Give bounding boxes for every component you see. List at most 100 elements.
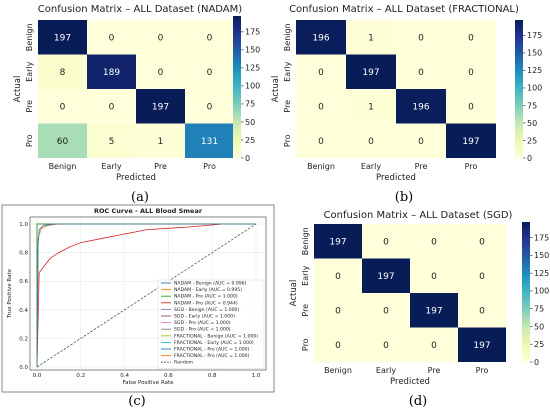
heatmap-cell (87, 123, 136, 158)
colorbar-tick-label: 175 (534, 233, 549, 242)
chart-title: Confusion Matrix – ALL Dataset (FRACTION… (289, 4, 519, 15)
heatmap-cell (458, 258, 506, 293)
colorbar-tick-label: 75 (245, 100, 255, 109)
legend-label: FRACTIONAL - Pro (AUC = 1.000) (174, 353, 250, 359)
heatmap-cell (346, 123, 396, 158)
subcaption: (a) (131, 190, 149, 205)
x-axis-label: Predicted (116, 173, 156, 183)
colorbar-tick-label: 125 (534, 269, 549, 278)
cell-value: 0 (418, 68, 424, 78)
heatmap-cell (410, 293, 458, 328)
roc-chart: ROC Curve - ALL Blood Smear 0.0 0.2 0.4 0.6 0… (1, 204, 275, 409)
cell-value: 0 (479, 306, 485, 316)
heatmap-cell (136, 123, 185, 158)
legend-label: FRACTIONAL - Benign (AUC = 1.000) (174, 333, 258, 339)
cell-value: 0 (383, 237, 389, 247)
colorbar-tick-label: 150 (245, 46, 260, 55)
cell-value: 0 (418, 33, 424, 43)
heatmap-cell (314, 258, 362, 293)
legend-label: NADAM - Pro (AUC = 0.944) (174, 300, 238, 306)
y-tick-label: 0.2 (19, 336, 28, 342)
cell-value: 0 (383, 341, 389, 351)
heatmap-cell (410, 327, 458, 362)
heatmap-cell (396, 123, 446, 158)
colorbar-tick-label: 175 (245, 28, 260, 37)
heatmap-cell (396, 54, 446, 89)
heatmap-cell (410, 258, 458, 293)
y-tick-label: Pre (283, 100, 292, 113)
y-axis-label: True Positive Rate (7, 268, 13, 319)
colorbar-tick-label: 175 (527, 31, 542, 40)
y-tick-label: 0.0 (19, 365, 28, 371)
x-tick-label: 0.8 (208, 373, 217, 379)
heatmap-cell (136, 89, 185, 124)
heatmap-cell (314, 327, 362, 362)
legend-label: SGD - Pre (AUC = 1.000) (174, 320, 231, 326)
x-tick-label: 0.2 (76, 373, 85, 379)
cell-value: 0 (318, 102, 324, 112)
cell-value: 197 (362, 68, 379, 78)
heatmap-cell (396, 20, 446, 55)
x-tick-label: 1.0 (252, 373, 261, 379)
cell-value: 197 (377, 272, 394, 282)
heatmap-cell (346, 89, 396, 124)
heatmap-cell (185, 89, 234, 124)
confusion-matrix-a: Confusion Matrix – ALL Dataset (NADAM) 19… (13, 4, 260, 205)
heatmap-cell (458, 327, 506, 362)
y-axis-label: Actual (271, 76, 281, 103)
roc-series-line (36, 223, 257, 368)
heatmap-cell (458, 293, 506, 328)
cell-value: 0 (158, 68, 164, 78)
colorbar-tick-label: 150 (527, 49, 542, 58)
y-tick-label: 0.8 (19, 251, 28, 257)
cell-value: 0 (207, 102, 213, 112)
heatmap-cell (38, 89, 87, 124)
x-tick-label: Early (361, 162, 381, 171)
cell-value: 0 (418, 137, 424, 147)
heatmap-cell (362, 293, 410, 328)
colorbar-tick-label: 25 (245, 136, 255, 145)
cell-value: 189 (103, 68, 120, 78)
colorbar-tick-label: 75 (527, 101, 537, 110)
cell-value: 0 (318, 68, 324, 78)
heatmap-cell (185, 54, 234, 89)
cell-value: 0 (109, 33, 115, 43)
colorbar-tick-label: 75 (534, 305, 544, 314)
colorbar (522, 222, 530, 362)
cell-value: 0 (335, 272, 341, 282)
heatmap-cell (446, 54, 496, 89)
y-tick-label: Benign (301, 227, 310, 255)
heatmap-cell (314, 224, 362, 259)
colorbar-tick-label: 100 (245, 82, 260, 91)
heatmap-cell (296, 20, 346, 55)
cell-value: 8 (60, 68, 66, 78)
x-tick-label: Benign (49, 162, 77, 171)
cell-value: 0 (468, 102, 474, 112)
cell-value: 197 (329, 237, 346, 247)
heatmap-cell (362, 327, 410, 362)
colorbar-tick-label: 150 (534, 251, 549, 260)
heatmap-cell (296, 123, 346, 158)
cell-value: 0 (383, 306, 389, 316)
y-tick-label: 0.4 (19, 308, 28, 314)
chart-title: Confusion Matrix – ALL Dataset (SGD) (324, 210, 513, 221)
cell-value: 0 (318, 137, 324, 147)
x-tick-label: Early (376, 366, 396, 375)
heatmap-cell (185, 20, 234, 55)
x-tick-label: Pre (415, 162, 428, 171)
heatmap-cell (446, 123, 496, 158)
x-tick-label: Pre (428, 366, 441, 375)
colorbar-tick-label: 0 (527, 154, 532, 163)
x-tick-label: 0.0 (33, 373, 42, 379)
cell-value: 0 (431, 341, 437, 351)
legend-label: Random (174, 360, 194, 366)
confusion-matrix-b: Confusion Matrix – ALL Dataset (FRACTION… (271, 4, 542, 205)
heatmap-cell (396, 89, 446, 124)
chart-title: Confusion Matrix – ALL Dataset (NADAM) (38, 4, 242, 15)
y-tick-label: Pro (25, 134, 34, 147)
x-tick-label: Benign (307, 162, 335, 171)
colorbar-tick-label: 125 (527, 66, 542, 75)
x-tick-label: Pre (154, 162, 167, 171)
heatmap-cell (346, 54, 396, 89)
